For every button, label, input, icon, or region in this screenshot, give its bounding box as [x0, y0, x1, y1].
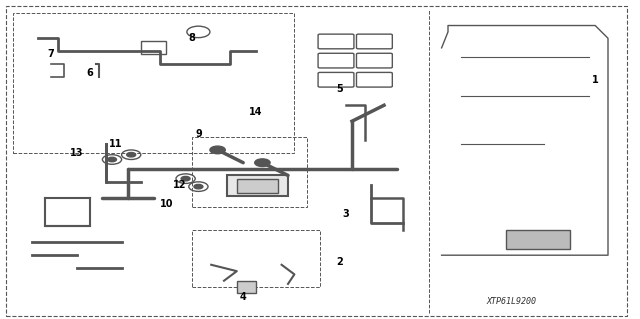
Bar — [227, 175, 288, 196]
Text: XTP61L9200: XTP61L9200 — [487, 297, 537, 306]
Text: 1: 1 — [592, 75, 598, 85]
Circle shape — [108, 157, 116, 162]
Text: 14: 14 — [249, 107, 263, 117]
Text: 10: 10 — [159, 199, 173, 209]
Text: 13: 13 — [70, 148, 84, 158]
Text: 9: 9 — [195, 129, 202, 139]
Text: 2: 2 — [336, 256, 342, 267]
Circle shape — [255, 159, 270, 167]
Circle shape — [127, 152, 136, 157]
Circle shape — [210, 146, 225, 154]
Text: 12: 12 — [172, 180, 186, 190]
Text: 11: 11 — [108, 138, 122, 149]
Bar — [141, 41, 166, 54]
Circle shape — [181, 176, 190, 181]
Text: 7: 7 — [48, 49, 54, 59]
Text: 3: 3 — [342, 209, 349, 219]
Text: 5: 5 — [336, 84, 342, 94]
Circle shape — [194, 184, 203, 189]
Bar — [506, 230, 570, 249]
Bar — [237, 281, 256, 293]
Text: 4: 4 — [240, 292, 246, 302]
Bar — [237, 179, 278, 193]
Text: 6: 6 — [86, 68, 93, 78]
Text: 8: 8 — [189, 33, 195, 43]
